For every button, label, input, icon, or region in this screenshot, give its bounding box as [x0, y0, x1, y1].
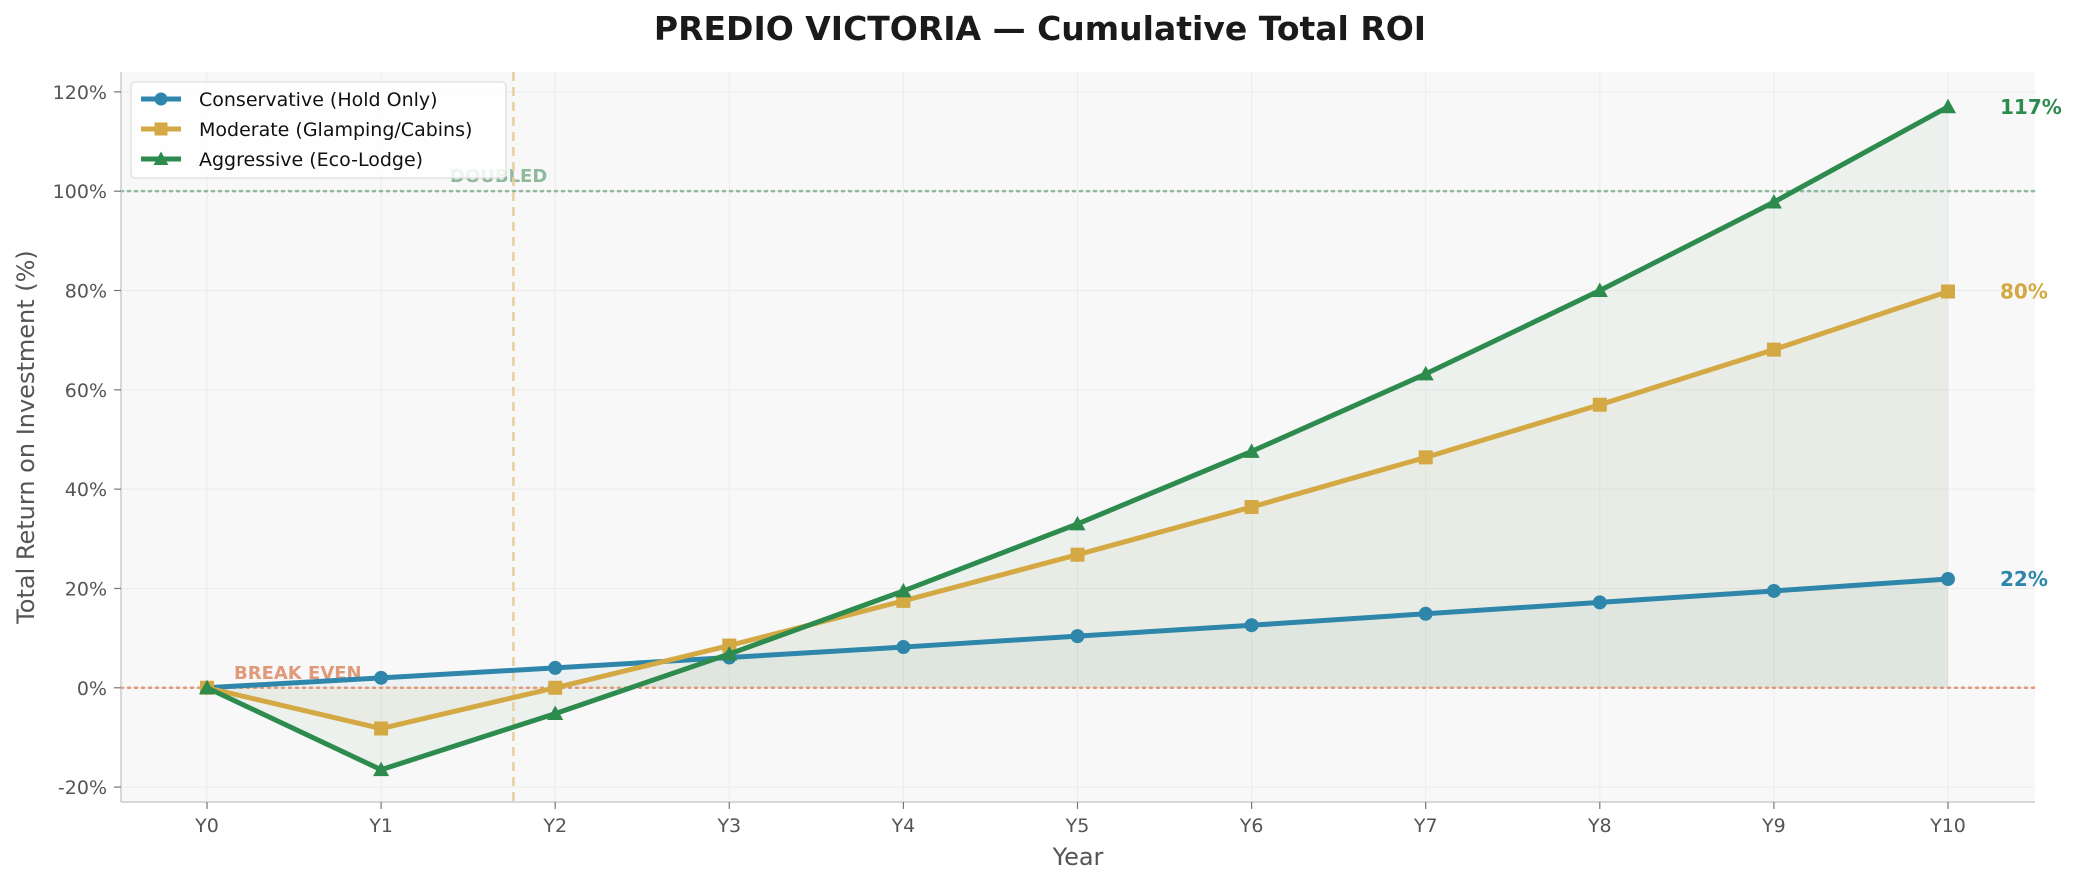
- area-fills: [207, 106, 1948, 770]
- data-point: [722, 638, 737, 653]
- end-value-label: 22%: [2000, 567, 2048, 591]
- data-point: [1069, 515, 1086, 531]
- data-point: [1766, 342, 1781, 357]
- data-point: [374, 670, 389, 685]
- end-value-label: 80%: [2000, 279, 2048, 303]
- x-tick-label: Y0: [194, 815, 219, 837]
- x-tick-label: Y4: [891, 815, 916, 837]
- data-point: [1244, 500, 1259, 515]
- legend-item: Aggressive (Eco-Lodge): [141, 149, 423, 171]
- data-point: [373, 761, 390, 777]
- data-point: [1070, 547, 1085, 562]
- data-point: [1244, 618, 1259, 633]
- series-triangle: [198, 98, 1957, 777]
- axes: Y0 Y1 Y2 Y3 Y4 Y5 Y6 Y7 Y8 Y9 Y10 -20% 0% 20% 40% 60% 80…: [53, 72, 2035, 837]
- area-fill: [207, 579, 1948, 688]
- legend-box: [130, 81, 507, 179]
- y-tick-label: 80%: [65, 281, 107, 303]
- legend-label: Moderate (Glamping/Cabins): [199, 119, 472, 141]
- x-tick-label: Y1: [368, 815, 393, 837]
- x-tick-label: Y9: [1761, 815, 1786, 837]
- data-point: [548, 680, 563, 695]
- data-point: [1592, 595, 1607, 610]
- y-tick-label: 100%: [53, 181, 107, 203]
- x-tick-label: Y8: [1587, 815, 1612, 837]
- y-axis-label: Total Return on Investment (%): [12, 250, 40, 625]
- x-tick-label: Y6: [1239, 815, 1264, 837]
- y-tick-label: 0%: [77, 678, 107, 700]
- data-point: [1591, 282, 1608, 297]
- data-point: [154, 122, 168, 136]
- data-point: [374, 721, 389, 736]
- x-tick-label: Y10: [1929, 815, 1966, 837]
- x-tick-label: Y5: [1065, 815, 1090, 837]
- legend-item: Conservative (Hold Only): [141, 89, 438, 111]
- data-point: [1417, 365, 1434, 381]
- x-tick-label: Y3: [716, 815, 741, 837]
- data-point: [1243, 443, 1260, 458]
- data-point: [1070, 629, 1085, 644]
- legend-label: Aggressive (Eco-Lodge): [199, 149, 423, 171]
- data-point: [1941, 572, 1955, 587]
- y-tick-label: -20%: [58, 777, 107, 799]
- data-point: [1418, 450, 1433, 465]
- data-point: [1766, 583, 1781, 598]
- y-tick-label: 120%: [53, 82, 107, 104]
- data-point: [153, 151, 169, 165]
- area-fill: [207, 106, 1948, 770]
- data-point: [1765, 194, 1782, 209]
- end-value-label: 117%: [2000, 95, 2062, 119]
- x-tick-label: Y7: [1413, 815, 1438, 837]
- x-axis-label: Year: [1052, 843, 1104, 871]
- data-point: [548, 660, 563, 675]
- x-tick-label: Y2: [542, 815, 567, 837]
- data-point: [896, 640, 911, 655]
- data-point: [198, 679, 216, 695]
- legend-item: Moderate (Glamping/Cabins): [141, 119, 472, 141]
- y-tick-label: 40%: [65, 479, 107, 501]
- y-tick-label: 60%: [65, 380, 107, 402]
- data-point: [547, 705, 564, 721]
- end-labels: 22% 80% 117%: [2000, 95, 2062, 591]
- data-point: [1592, 397, 1607, 412]
- data-point: [1939, 98, 1957, 114]
- y-tick-label: 20%: [65, 578, 107, 600]
- data-point: [895, 582, 912, 598]
- data-point: [1418, 606, 1433, 621]
- data-point: [721, 645, 738, 661]
- legend: Conservative (Hold Only) Moderate (Glampi…: [130, 81, 507, 179]
- legend-label: Conservative (Hold Only): [199, 89, 438, 111]
- data-point: [154, 92, 168, 106]
- chart-title: PREDIO VICTORIA — Cumulative Total ROI: [654, 9, 1426, 48]
- data-point: [1941, 284, 1955, 299]
- area-fill: [207, 291, 1948, 729]
- series-group: [198, 98, 1957, 777]
